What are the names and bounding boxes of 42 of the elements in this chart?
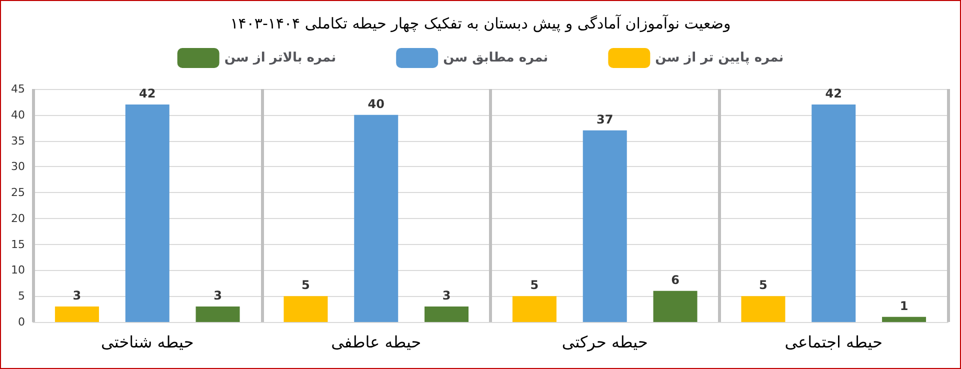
bar [741, 296, 786, 322]
data-label: 3 [72, 288, 82, 302]
data-label: 5 [759, 278, 768, 292]
x-tick-label: حیطه اجتماعی [784, 332, 882, 352]
y-tick-label: 35 [11, 134, 25, 148]
bar [284, 296, 328, 322]
y-tick-label: 45 [11, 82, 25, 96]
bar [812, 104, 856, 322]
bar [54, 306, 99, 322]
bar [354, 114, 398, 322]
bar [582, 130, 627, 322]
data-label: 5 [530, 278, 539, 292]
bar [196, 306, 240, 322]
y-tick-label: 10 [11, 264, 25, 277]
y-tick-label: 15 [11, 238, 25, 251]
x-tick-label: حیطه عاطفی [331, 332, 422, 352]
bar [653, 290, 698, 322]
data-label: 42 [139, 86, 156, 101]
data-label: 42 [825, 86, 842, 101]
y-tick-label: 5 [18, 290, 25, 303]
data-label: 40 [368, 96, 384, 111]
bar [125, 104, 170, 322]
data-label: 3 [214, 288, 222, 302]
y-tick-label: 40 [11, 108, 25, 122]
data-label: 3 [442, 288, 451, 302]
data-label: 5 [302, 278, 310, 292]
legend-label: نمره بالاتر از سن [224, 50, 336, 66]
x-tick-label: حیطه حرکتی [562, 332, 648, 352]
bar [882, 316, 926, 322]
y-tick-label: 0 [18, 316, 25, 328]
chart-title: وضعیت نوآموزان آمادگی و پیش دبستان به تفکیک چهار حیطه تکاملی ۱۴۰۴-۱۴۰۳ [230, 14, 731, 32]
legend-label: نمره پایین تر از سن [655, 50, 784, 66]
y-tick-label: 20 [11, 212, 25, 225]
y-tick-label: 30 [11, 160, 25, 174]
legend-label: نمره مطابق سن [443, 50, 548, 66]
data-label: 6 [671, 272, 680, 287]
data-label: 1 [900, 298, 908, 313]
y-tick-label: 25 [11, 186, 25, 200]
x-tick-label: حیطه شناختی [101, 332, 194, 352]
bar [512, 296, 556, 322]
data-label: 37 [596, 112, 614, 126]
bar [424, 306, 469, 322]
